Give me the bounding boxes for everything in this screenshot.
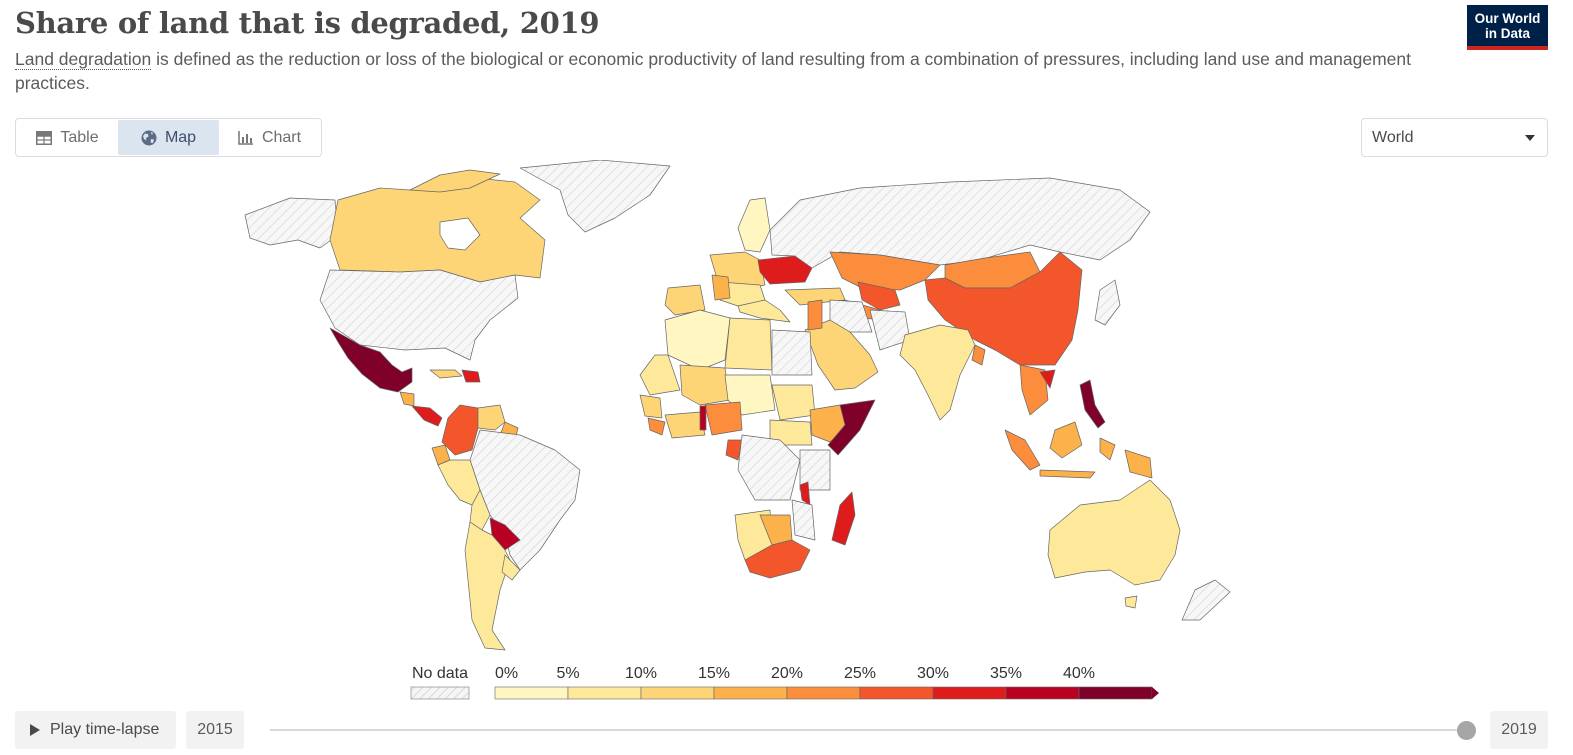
logo-line-2: in Data: [1467, 26, 1548, 41]
tab-map-label: Map: [165, 129, 196, 147]
map-colombia[interactable]: [442, 405, 478, 455]
tab-chart[interactable]: Chart: [219, 120, 320, 155]
legend-tick-label: 30%: [917, 665, 949, 682]
map-philippines[interactable]: [1080, 380, 1105, 428]
legend-bin[interactable]: [787, 687, 860, 699]
region-select[interactable]: World: [1361, 118, 1548, 157]
map-greenland[interactable]: [520, 160, 670, 232]
timeline-end-year[interactable]: 2019: [1490, 711, 1548, 749]
legend-tick-label: 10%: [625, 665, 657, 682]
table-icon: [36, 131, 52, 145]
logo-line-1: Our World: [1467, 11, 1548, 26]
land-degradation-term[interactable]: Land degradation: [15, 49, 151, 70]
legend-bin[interactable]: [495, 687, 568, 699]
timeline-handle[interactable]: [1457, 721, 1476, 740]
chart-icon: [238, 131, 254, 145]
tab-map[interactable]: Map: [118, 120, 219, 155]
legend-tick-label: 40%: [1063, 665, 1095, 682]
play-icon: [30, 724, 40, 736]
map-alaska[interactable]: [245, 198, 338, 248]
owid-logo[interactable]: Our World in Data: [1467, 5, 1548, 50]
map-russia[interactable]: [770, 178, 1150, 268]
legend-tick-label: 0%: [495, 665, 518, 682]
globe-icon: [141, 130, 157, 146]
map-indonesia[interactable]: [1005, 430, 1040, 470]
region-select-value: World: [1372, 129, 1414, 147]
map-india[interactable]: [900, 325, 975, 420]
view-tabs: Table Map Chart: [15, 118, 322, 157]
legend-arrow-tip: [1152, 687, 1159, 699]
tab-chart-label: Chart: [262, 129, 301, 147]
legend-no-data-swatch[interactable]: [411, 687, 469, 699]
legend-bin[interactable]: [933, 687, 1006, 699]
world-map: [0, 160, 1573, 655]
page-subtitle: Land degradation is defined as the reduc…: [15, 47, 1415, 95]
legend-tick-label: 5%: [556, 665, 579, 682]
subtitle-text: is defined as the reduction or loss of t…: [15, 49, 1411, 93]
map-canada[interactable]: [330, 178, 545, 282]
map-madagascar[interactable]: [832, 492, 855, 545]
tab-table[interactable]: Table: [17, 120, 118, 155]
legend-bin[interactable]: [1006, 687, 1079, 699]
timeline-track[interactable]: [270, 729, 1467, 731]
legend-bin[interactable]: [860, 687, 933, 699]
legend-no-data-label: No data: [412, 665, 468, 682]
map-nigeria[interactable]: [705, 402, 742, 435]
tab-table-label: Table: [60, 129, 98, 147]
legend-bin[interactable]: [641, 687, 714, 699]
timeline-start-year[interactable]: 2015: [186, 711, 244, 749]
page-title: Share of land that is degraded, 2019: [15, 6, 599, 40]
legend-tick-label: 20%: [771, 665, 803, 682]
map-algeria[interactable]: [665, 310, 730, 370]
legend-tick-label: 35%: [990, 665, 1022, 682]
map-legend: No data 0% 5% 10% 15% 20% 25% 30% 35% 40%: [0, 660, 1573, 705]
play-timelapse-button[interactable]: Play time-lapse: [15, 711, 176, 749]
map-australia[interactable]: [1048, 480, 1180, 585]
legend-tick-label: 25%: [844, 665, 876, 682]
legend-tick-label: 15%: [698, 665, 730, 682]
play-timelapse-label: Play time-lapse: [50, 721, 159, 739]
chevron-down-icon: [1525, 135, 1535, 141]
legend-bin[interactable]: [714, 687, 787, 699]
legend-bin[interactable]: [1079, 687, 1152, 699]
legend-bin[interactable]: [568, 687, 641, 699]
map-scandinavia[interactable]: [738, 198, 770, 252]
